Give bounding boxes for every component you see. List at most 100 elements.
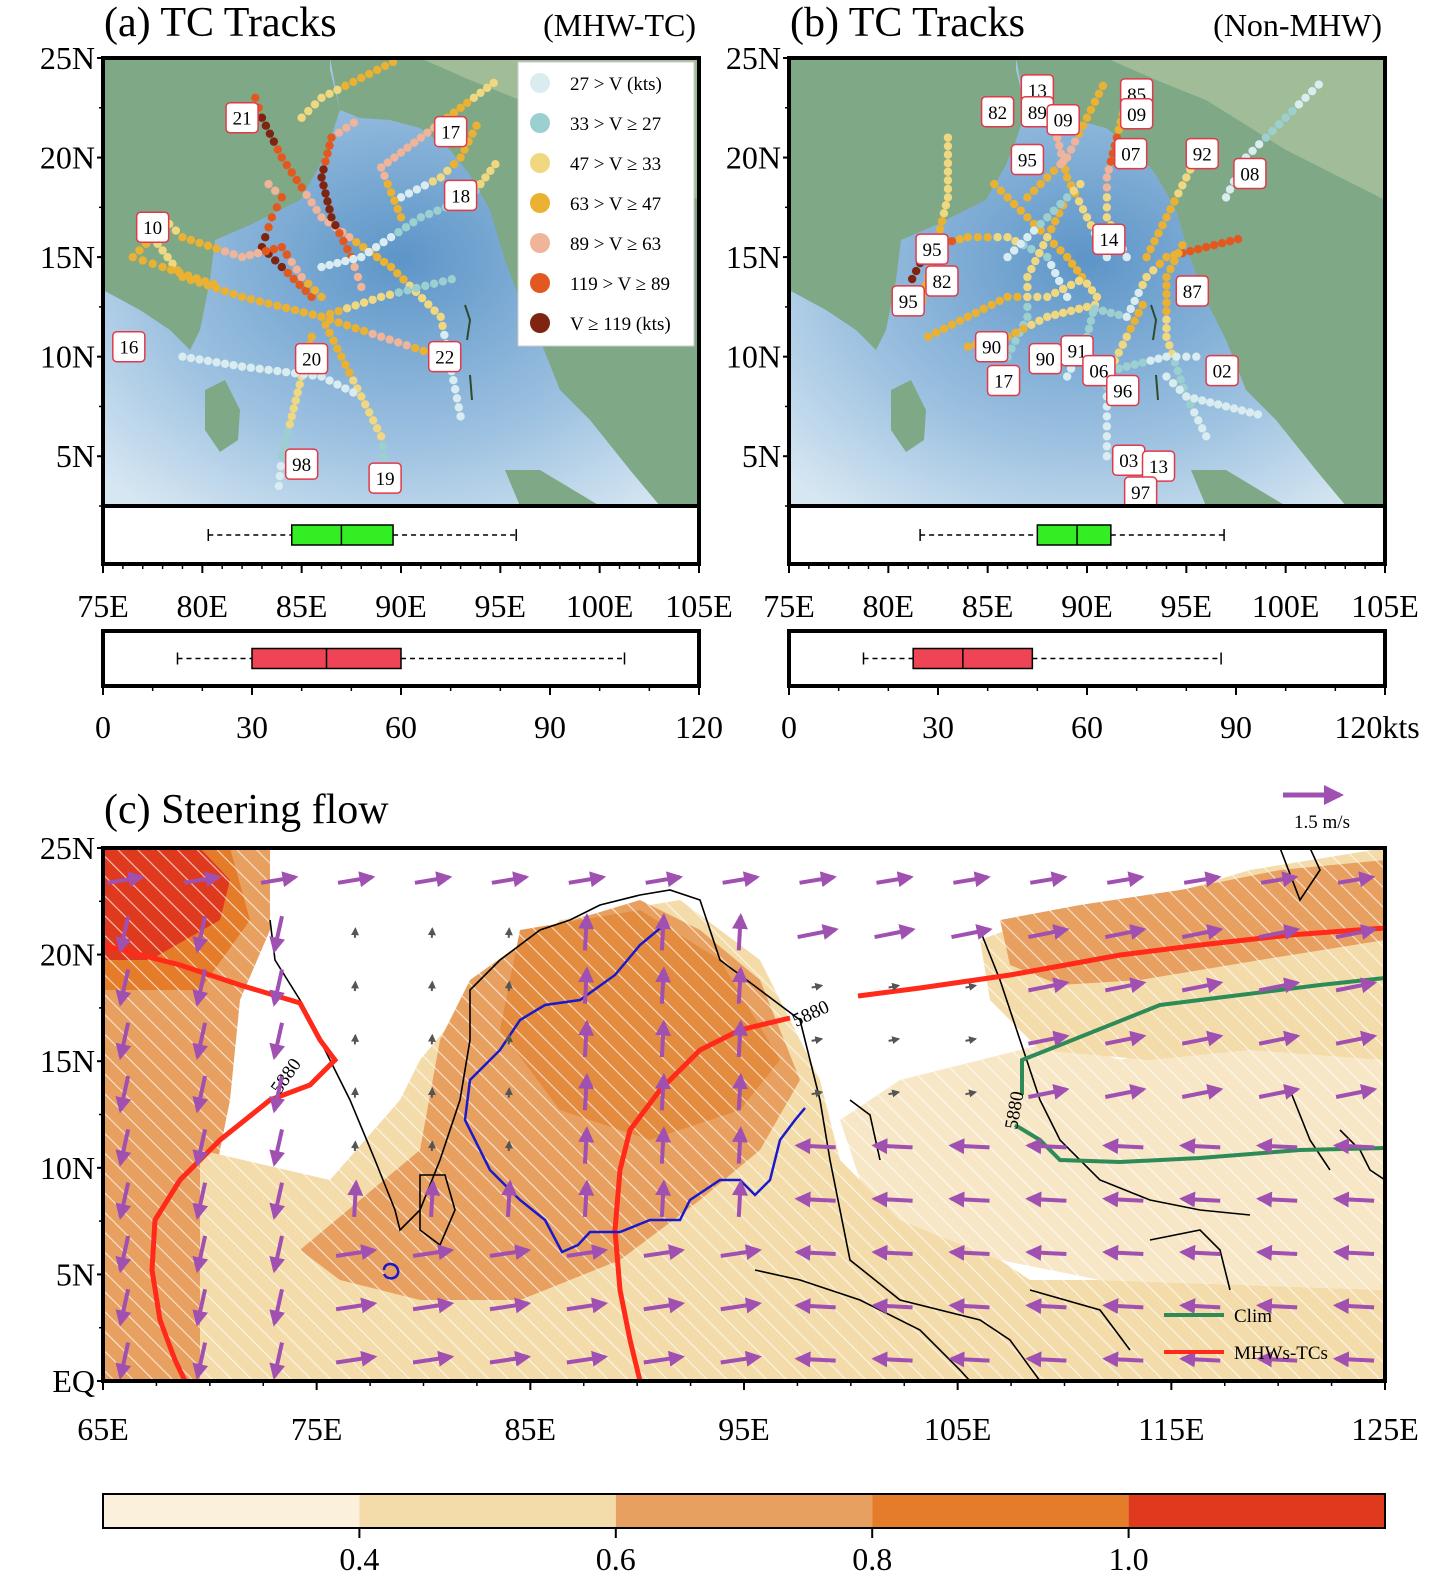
- track-point: [372, 65, 382, 75]
- track-point: [1186, 400, 1195, 409]
- track-point: [379, 452, 389, 461]
- wind-vector: [1255, 1351, 1298, 1368]
- track-point: [1033, 292, 1042, 302]
- track-point: [292, 175, 301, 185]
- track-point: [359, 298, 369, 307]
- wind-vector: [115, 915, 132, 954]
- track-point: [317, 173, 326, 182]
- lon-tick-label: 85E: [276, 588, 328, 624]
- track-point: [482, 83, 492, 93]
- wind-vector: [948, 1191, 990, 1208]
- track-label: 82: [980, 96, 1015, 128]
- track-point: [1102, 442, 1112, 451]
- track-label-box: [1046, 103, 1080, 136]
- track-point: [1142, 252, 1151, 262]
- track-point: [1062, 292, 1072, 302]
- lat-tick-label: 5N: [56, 1256, 95, 1292]
- track-point: [1221, 402, 1231, 411]
- track-point: [399, 275, 408, 284]
- wind-vector: [115, 1288, 132, 1327]
- track-point: [261, 246, 271, 256]
- lon-tick-label: 80E: [177, 588, 229, 624]
- track-point: [1035, 316, 1044, 326]
- legend-clim-label: Clim: [1234, 1306, 1272, 1327]
- track-point: [440, 330, 449, 340]
- track-label-box: [891, 285, 925, 317]
- wind-vector: [655, 1072, 672, 1111]
- wind-vector: [722, 871, 760, 888]
- wind-vector: [794, 1138, 836, 1155]
- track-point: [368, 329, 377, 339]
- track-point: [302, 190, 311, 200]
- track-label-text: 82: [988, 103, 1007, 124]
- wind-vector: [655, 1019, 672, 1058]
- wind-vector: [192, 1288, 209, 1327]
- track-point: [1248, 146, 1257, 156]
- track-point: [289, 404, 298, 413]
- track-point: [1162, 324, 1171, 333]
- wind-vector: [643, 1297, 685, 1314]
- track-point: [183, 271, 193, 280]
- colorbar-tick-label: 0.8: [852, 1541, 892, 1577]
- track-point: [1066, 280, 1076, 290]
- track-point: [352, 237, 361, 247]
- track-point: [270, 256, 280, 265]
- wind-vector: [871, 1191, 913, 1208]
- track-label-text: 98: [292, 455, 311, 476]
- track-point: [943, 167, 953, 176]
- track-point: [943, 150, 953, 159]
- track-label: 98: [284, 448, 319, 480]
- speed-tick-label: 60: [1071, 709, 1103, 745]
- track-label-box: [1123, 476, 1158, 506]
- track-point: [404, 189, 414, 198]
- track-point: [449, 375, 458, 385]
- wind-vector: [1104, 977, 1147, 994]
- track-label: 22: [427, 340, 462, 373]
- track-point: [138, 256, 147, 265]
- track-point: [1162, 272, 1171, 282]
- track-point: [349, 376, 358, 385]
- wind-vector: [566, 1244, 609, 1261]
- legend-swatch: [530, 153, 550, 173]
- wind-vector: [794, 1351, 836, 1368]
- track-label-box: [1010, 143, 1045, 176]
- wind-vector: [424, 1179, 441, 1217]
- track-point: [963, 233, 972, 242]
- wind-vector: [578, 1072, 595, 1111]
- track-point: [489, 78, 498, 88]
- wind-vector: [1255, 1298, 1298, 1315]
- track-point: [1011, 328, 1020, 337]
- panel-b-lon-ticks: 75E 80E 85E 90E 95E 100E 105E: [763, 564, 1419, 624]
- track-point: [971, 308, 980, 318]
- track-point: [1023, 312, 1032, 322]
- track-label-box: [294, 342, 329, 375]
- track-label-box: [433, 115, 468, 148]
- track-point: [277, 193, 286, 202]
- track-point: [1076, 179, 1085, 189]
- track-point: [1194, 416, 1203, 425]
- track-label-text: 92: [1193, 145, 1212, 166]
- track-point: [1138, 358, 1147, 367]
- track-point: [287, 168, 296, 177]
- track-point: [1031, 256, 1040, 266]
- track-point: [973, 233, 982, 242]
- colorbar: 0.4 0.6 0.8 1.0: [102, 1493, 1386, 1577]
- track-point: [1003, 193, 1012, 202]
- track-point: [1043, 213, 1052, 222]
- track-point: [158, 246, 167, 255]
- box-iqr: [1036, 524, 1112, 546]
- wind-vector: [351, 1033, 360, 1045]
- track-label-text: 02: [1213, 362, 1232, 383]
- track-point: [390, 196, 399, 205]
- wind-vector: [720, 1244, 762, 1261]
- track-point: [1190, 408, 1199, 417]
- track-point: [175, 268, 184, 277]
- track-point: [412, 185, 422, 194]
- lat-tick-label: 25N: [40, 830, 95, 866]
- track-point: [317, 372, 326, 381]
- track-point: [419, 346, 428, 356]
- track-point: [452, 394, 462, 403]
- track-point: [1102, 412, 1112, 421]
- wind-vector: [192, 969, 209, 1007]
- track-point: [273, 366, 282, 376]
